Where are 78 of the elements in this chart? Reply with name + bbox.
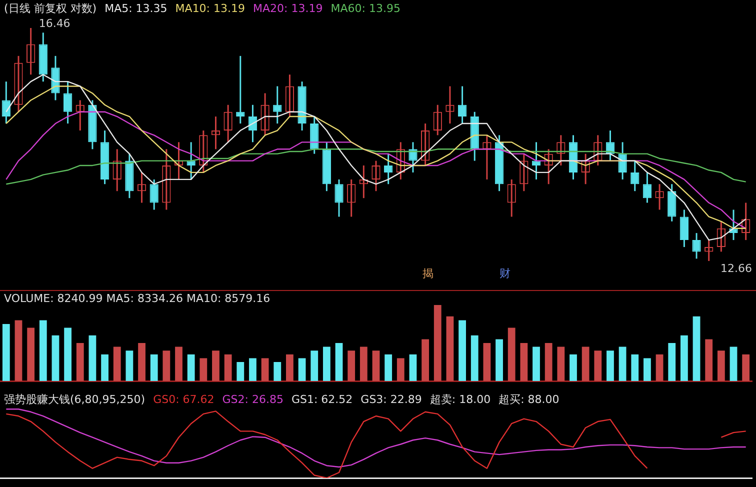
bar — [668, 343, 676, 381]
text: GS1: 62.52 — [291, 393, 353, 406]
bar — [200, 358, 208, 381]
bar — [483, 343, 491, 381]
bar — [298, 358, 306, 381]
bar — [422, 339, 430, 381]
bar — [631, 354, 639, 381]
annotation: 16.46 — [38, 16, 70, 30]
text: 12.66 — [720, 262, 752, 275]
bar — [310, 350, 318, 381]
bar — [2, 324, 10, 381]
bar — [101, 354, 108, 381]
text: MA10: 13.19 — [175, 2, 246, 15]
bar — [594, 350, 602, 381]
chart-title: VOLUME: 8240.99 MA5: 8334.26 MA10: 8579.16 — [4, 292, 270, 305]
bar — [150, 354, 158, 381]
bar — [606, 350, 614, 381]
text: GS2: 26.85 — [222, 393, 284, 406]
bar — [126, 350, 134, 381]
chart-title: (日线 前复权 对数) — [4, 2, 97, 15]
bar — [88, 335, 96, 381]
bar — [656, 354, 664, 381]
bar — [52, 335, 60, 381]
bar — [236, 362, 244, 381]
bar — [39, 320, 47, 381]
bar — [274, 362, 282, 381]
bar — [76, 343, 84, 381]
bar — [212, 350, 220, 381]
text: MA20: 13.19 — [253, 2, 323, 15]
bar — [446, 316, 454, 381]
series-label: GS0: 67.62 — [153, 393, 214, 406]
bar — [508, 328, 516, 381]
bar — [409, 354, 417, 381]
chart-title: 强势股赚大钱(6,80,95,250) — [4, 393, 146, 406]
bar — [570, 354, 577, 381]
bar — [261, 358, 269, 381]
bar — [458, 320, 466, 381]
bar — [680, 335, 688, 381]
bar — [162, 350, 170, 381]
bar — [286, 354, 294, 381]
bar — [520, 343, 528, 381]
bar — [113, 346, 121, 381]
bar — [742, 354, 750, 381]
bar — [187, 354, 195, 381]
bar — [532, 346, 540, 381]
bar — [14, 320, 22, 381]
text: GS3: 22.89 — [360, 393, 422, 406]
bar — [384, 354, 392, 381]
text: 揭 — [422, 266, 434, 280]
bar — [64, 328, 72, 381]
bar — [348, 350, 356, 381]
bar — [582, 346, 590, 381]
text: 超卖: 18.00 — [430, 393, 491, 406]
text: 财 — [500, 266, 510, 280]
bar — [692, 316, 700, 381]
bar — [335, 343, 343, 381]
bar — [557, 346, 565, 381]
bar — [470, 335, 478, 381]
bar — [730, 346, 738, 381]
bar — [360, 346, 368, 381]
bar — [544, 343, 552, 381]
bar — [644, 358, 651, 381]
bar — [175, 346, 182, 381]
text: MA60: 13.95 — [330, 2, 400, 15]
bar — [496, 339, 503, 381]
text: 超买: 88.00 — [498, 393, 560, 406]
bar — [224, 354, 232, 381]
bar — [705, 339, 713, 381]
bar — [27, 328, 35, 381]
bar — [138, 343, 146, 381]
bar — [396, 358, 404, 381]
bar — [717, 350, 725, 381]
bar — [434, 305, 442, 381]
bar — [372, 350, 380, 381]
bar — [618, 346, 626, 381]
bar — [322, 346, 330, 381]
bar — [249, 358, 256, 381]
text: MA5: 13.35 — [104, 2, 168, 15]
